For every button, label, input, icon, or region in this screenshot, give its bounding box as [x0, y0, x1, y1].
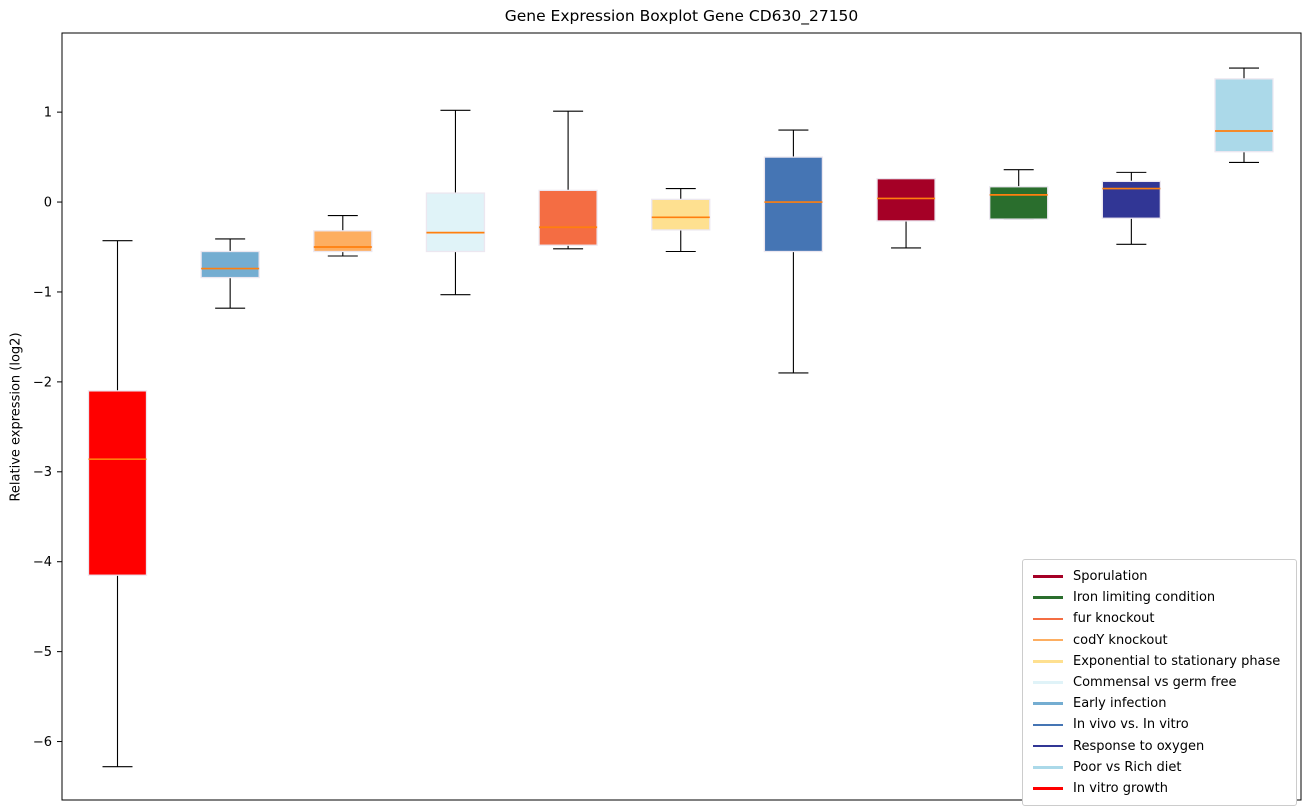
- box-iron-limiting-condition: [989, 169, 1049, 220]
- legend-label: Iron limiting condition: [1073, 590, 1216, 606]
- legend-label: Early infection: [1073, 696, 1167, 712]
- box-cody-knockout: [313, 214, 373, 257]
- legend-swatch: [1033, 787, 1063, 790]
- y-tick-label: −3: [33, 465, 52, 480]
- y-tick-label: 0: [44, 195, 52, 210]
- legend: Sporulation Iron limiting condition fur kn…: [1022, 559, 1297, 807]
- legend-label: Commensal vs germ free: [1073, 675, 1237, 691]
- chart-title: Gene Expression Boxplot Gene CD630_27150: [504, 7, 859, 25]
- box-rect: [651, 198, 711, 231]
- y-tick-label: −6: [33, 735, 52, 750]
- legend-label: codY knockout: [1073, 632, 1168, 648]
- box-rect: [1214, 78, 1274, 153]
- legend-item-cody-knockout: codY knockout: [1033, 630, 1288, 651]
- legend-label: Response to oxygen: [1073, 738, 1205, 754]
- legend-item-exponential-to-stationary-phase: Exponential to stationary phase: [1033, 651, 1288, 672]
- box-exponential-to-stationary-phase: [651, 188, 711, 253]
- legend-item-poor-vs-rich-diet: Poor vs Rich diet: [1033, 757, 1288, 778]
- legend-swatch: [1033, 744, 1063, 748]
- box-rect: [876, 178, 936, 222]
- legend-label: Sporulation: [1073, 569, 1148, 585]
- legend-swatch: [1033, 638, 1063, 642]
- legend-swatch: [1033, 723, 1063, 727]
- legend-item-in-vitro-growth: In vitro growth: [1033, 778, 1288, 799]
- legend-label: Exponential to stationary phase: [1073, 653, 1281, 669]
- y-tick-label: −2: [33, 375, 52, 390]
- box-in-vivo-vs-in-vitro: [763, 129, 824, 374]
- box-commensal-vs-germ-free: [425, 109, 486, 296]
- box-rect: [763, 156, 824, 253]
- legend-item-in-vivo-vs-in-vitro: In vivo vs. In vitro: [1033, 714, 1288, 735]
- y-tick-label: 1: [44, 106, 52, 121]
- legend-swatch: [1033, 660, 1063, 663]
- legend-item-response-to-oxygen: Response to oxygen: [1033, 736, 1288, 757]
- y-tick-label: −1: [33, 285, 52, 300]
- legend-swatch: [1033, 681, 1063, 684]
- legend-item-sporulation: Sporulation: [1033, 566, 1288, 587]
- box-rect: [200, 250, 260, 279]
- legend-item-iron-limiting-condition: Iron limiting condition: [1033, 587, 1288, 608]
- legend-item-fur-knockout: fur knockout: [1033, 608, 1288, 629]
- box-rect: [425, 192, 486, 253]
- legend-swatch: [1033, 596, 1063, 600]
- legend-label: fur knockout: [1073, 611, 1155, 627]
- box-poor-vs-rich-diet: [1214, 67, 1274, 164]
- box-early-infection: [200, 238, 260, 309]
- box-rect: [538, 189, 598, 246]
- legend-swatch: [1033, 702, 1063, 706]
- box-in-vitro-growth: [87, 240, 148, 768]
- legend-label: Poor vs Rich diet: [1073, 759, 1182, 775]
- legend-swatch: [1033, 765, 1063, 769]
- legend-label: In vitro growth: [1073, 780, 1168, 796]
- box-rect: [87, 390, 148, 576]
- y-tick-label: −5: [33, 645, 52, 660]
- box-rect: [313, 230, 373, 253]
- box-rect: [989, 186, 1049, 220]
- legend-swatch: [1033, 575, 1063, 578]
- box-fur-knockout: [538, 110, 598, 250]
- legend-label: In vivo vs. In vitro: [1073, 717, 1189, 733]
- legend-item-commensal-vs-germ-free: Commensal vs germ free: [1033, 672, 1288, 693]
- box-sporulation: [876, 178, 936, 249]
- legend-item-early-infection: Early infection: [1033, 693, 1288, 714]
- legend-swatch: [1033, 617, 1063, 621]
- box-rect: [1101, 180, 1161, 219]
- y-tick-label: −4: [33, 555, 52, 570]
- box-response-to-oxygen: [1101, 171, 1161, 245]
